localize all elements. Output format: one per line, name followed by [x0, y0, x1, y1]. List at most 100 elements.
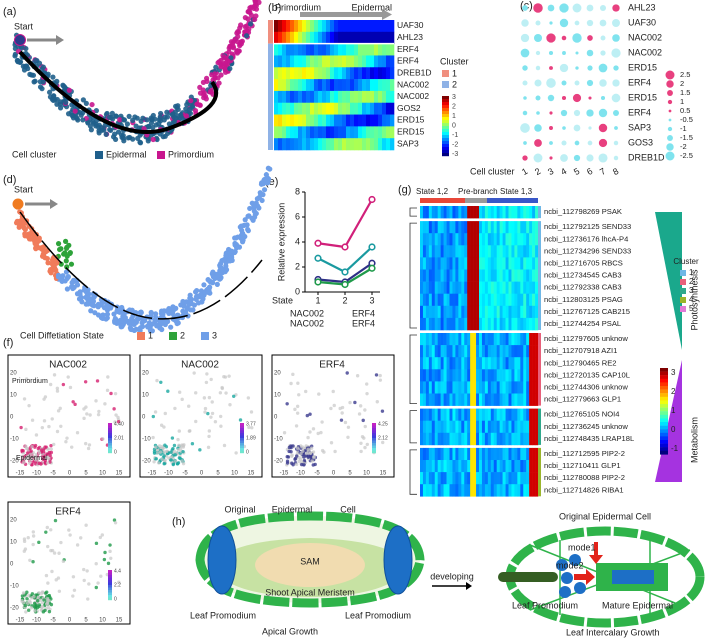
heat-cell [535, 233, 539, 246]
heat-cell [529, 345, 533, 358]
cell-dot [26, 593, 31, 598]
heat-cell [420, 317, 424, 331]
cell-dot [106, 375, 110, 379]
colorbar-label: 1 [671, 406, 676, 415]
heat-cell [470, 257, 474, 270]
cell-dot [295, 411, 300, 415]
heat-cell [511, 393, 515, 406]
heat-cell [431, 305, 436, 319]
gene-label: ncbi_112790465 RE2 [544, 358, 616, 367]
dot [534, 139, 542, 147]
dot [572, 33, 582, 43]
colorbar-cell [108, 587, 112, 591]
heat-cell [422, 460, 427, 473]
cell-dot [27, 608, 31, 612]
heat-cell [508, 408, 512, 421]
heat-cell [382, 79, 387, 92]
gene-label: ERF4 [628, 107, 651, 117]
cell-dot [218, 391, 223, 395]
heat-cell [467, 408, 471, 421]
heat-cell [470, 317, 474, 331]
heat-cell [420, 381, 424, 394]
heat-cell [526, 484, 530, 497]
gene-label: GOS3 [628, 137, 653, 147]
heat-cell [470, 269, 474, 282]
cell-dot [198, 292, 204, 298]
colorbar-cell [108, 585, 112, 588]
heat-cell [535, 420, 539, 434]
heat-cell [422, 293, 427, 307]
heat-cell [443, 447, 447, 461]
heat-cell [479, 293, 483, 307]
heat-cell [532, 281, 536, 294]
cell-dot [173, 115, 179, 121]
dot [520, 123, 530, 133]
cell-dot [311, 455, 316, 460]
heat-cell [479, 472, 483, 485]
colorbar-label: 2.2 [114, 582, 121, 588]
point [341, 280, 349, 289]
heat-cell [443, 221, 447, 234]
gene-label: ncbi_112710411 GLP1 [544, 461, 621, 470]
header-label: State 1,3 [500, 187, 533, 196]
dot [523, 96, 527, 100]
heat-cell [382, 126, 387, 139]
heat-cell [449, 357, 453, 370]
cell-dot [363, 408, 367, 412]
point [314, 239, 322, 247]
heat-cell [326, 55, 331, 68]
heat-cell [425, 369, 430, 382]
heat-cell [443, 317, 447, 331]
legend-label: 4 [689, 295, 694, 304]
heat-cell [318, 102, 323, 115]
cell-dot [60, 273, 66, 279]
heat-cell [274, 90, 279, 104]
heat-cell [464, 460, 468, 473]
heat-cell [487, 357, 492, 370]
heat-cell [461, 369, 465, 382]
heat-cell [366, 90, 371, 104]
heat-cell [505, 484, 509, 497]
cell-dot [188, 429, 192, 433]
heat-cell [514, 206, 518, 219]
dot [549, 66, 553, 70]
cell-dot [164, 109, 170, 115]
heat-cell [496, 293, 500, 307]
heat-cell [532, 432, 536, 446]
heat-cell [502, 357, 506, 370]
dot [574, 140, 580, 146]
cell-dot [198, 448, 202, 452]
x-tick-label: -10 [296, 471, 305, 477]
cell-dot [22, 397, 27, 401]
heat-cell [342, 90, 347, 104]
heat-cell [508, 206, 512, 219]
heat-cell [338, 67, 343, 80]
heat-cell [484, 221, 489, 234]
heat-cell [282, 43, 287, 56]
heat-cell [517, 281, 521, 294]
heat-cell [473, 245, 477, 258]
heat-cell [425, 447, 430, 461]
heat-cell [425, 281, 430, 294]
heat-cell [481, 460, 486, 473]
heat-cell [298, 31, 303, 44]
heat-cell [493, 345, 497, 358]
heat-cell [310, 102, 315, 115]
cell-dot [258, 191, 264, 197]
heat-cell [532, 245, 536, 258]
heat-cell [314, 90, 319, 104]
heat-cell [322, 90, 327, 104]
heat-cell [282, 31, 287, 44]
heat-cell [274, 20, 279, 33]
heat-cell [306, 90, 311, 104]
colorbar-cell [442, 96, 449, 100]
cell-dot [205, 372, 209, 376]
heat-cell [520, 357, 524, 370]
heat-cell [443, 484, 447, 497]
heat-cell [350, 31, 355, 44]
dot [586, 49, 594, 57]
heat-cell [479, 206, 483, 219]
heat-cell [294, 67, 299, 80]
heat-cell [529, 393, 533, 406]
cell-dot [224, 391, 228, 395]
